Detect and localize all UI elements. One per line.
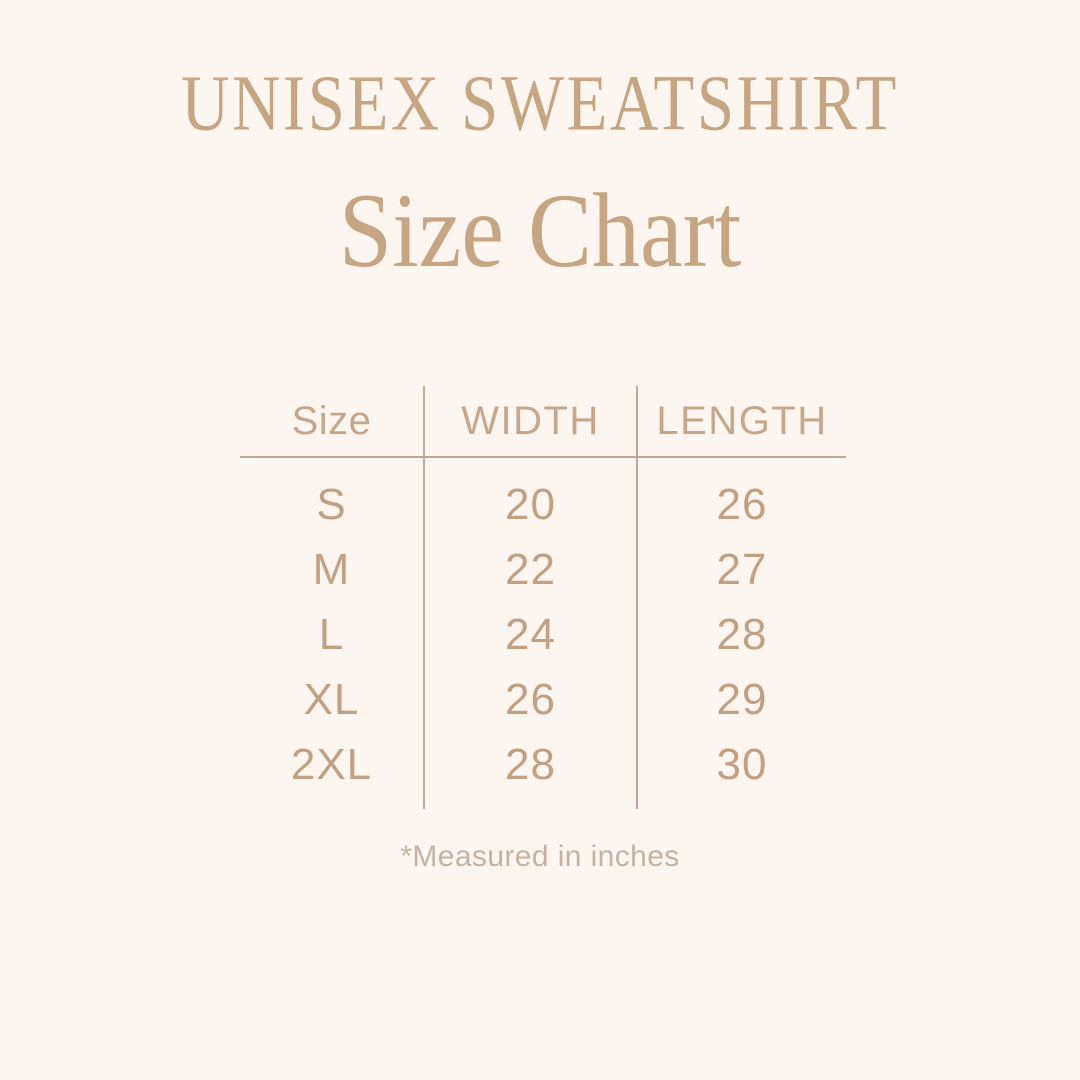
cell-length: 28 [636, 602, 846, 667]
cell-size: XL [303, 674, 360, 724]
size-table-head: Size WIDTH LENGTH [240, 386, 846, 457]
cell-width: 24 [423, 602, 637, 667]
page-title-product: UNISEX SWEATSHIRT [181, 59, 899, 147]
cell-length: 29 [636, 667, 846, 732]
size-table-container: Size WIDTH LENGTH S 20 26 M 22 27 L [240, 386, 846, 809]
table-row: M 22 27 [240, 537, 846, 602]
table-header-row: Size WIDTH LENGTH [240, 386, 846, 457]
cell-length: 26 [636, 457, 846, 537]
cell-width: 22 [423, 537, 637, 602]
cell-width: 26 [423, 667, 637, 732]
table-row: S 20 26 [240, 457, 846, 537]
size-table-body: S 20 26 M 22 27 L 24 28 XL 26 29 [240, 457, 846, 809]
table-row: 2XL 28 30 [240, 732, 846, 809]
cell-width: 28 [423, 732, 637, 809]
table-row: XL 26 29 [240, 667, 846, 732]
page-header: UNISEX SWEATSHIRT Size Chart [0, 59, 1080, 284]
column-header-width: WIDTH [423, 386, 637, 457]
cell-size: 2XL [290, 739, 373, 789]
column-header-size: Size [291, 398, 372, 443]
cell-size: L [318, 609, 345, 659]
column-header-length: LENGTH [636, 386, 846, 457]
cell-size: S [316, 479, 347, 529]
cell-size: M [312, 544, 351, 594]
measurement-footnote: *Measured in inches [400, 840, 680, 873]
page-title: Size Chart [338, 171, 742, 290]
cell-width: 20 [423, 457, 637, 537]
cell-length: 30 [636, 732, 846, 809]
size-table: Size WIDTH LENGTH S 20 26 M 22 27 L [240, 386, 846, 809]
cell-length: 27 [636, 537, 846, 602]
table-row: L 24 28 [240, 602, 846, 667]
